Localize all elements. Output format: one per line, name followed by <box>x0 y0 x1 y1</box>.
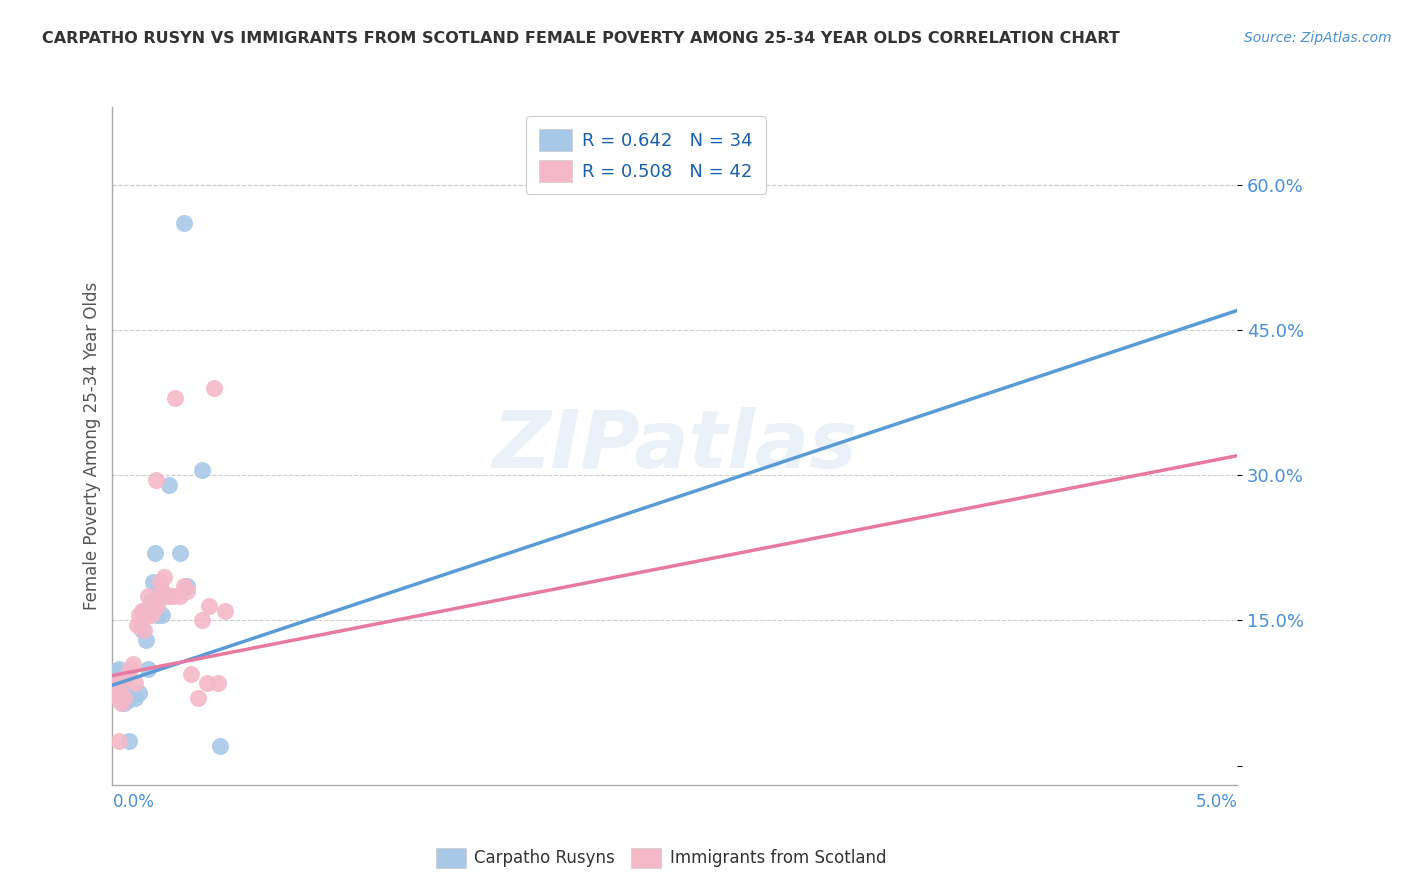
Point <box>149 584 172 599</box>
Point <box>105 673 128 688</box>
Point <box>105 679 128 693</box>
Point <box>132 623 155 637</box>
Point <box>198 599 221 613</box>
Point <box>105 676 128 690</box>
Point <box>107 679 129 693</box>
Point <box>209 739 232 754</box>
Point <box>180 666 202 681</box>
Point <box>118 734 141 748</box>
Text: CARPATHO RUSYN VS IMMIGRANTS FROM SCOTLAND FEMALE POVERTY AMONG 25-34 YEAR OLDS : CARPATHO RUSYN VS IMMIGRANTS FROM SCOTLA… <box>42 31 1121 46</box>
Point <box>187 690 209 705</box>
Point <box>143 545 166 559</box>
Point <box>103 666 125 681</box>
Point <box>157 477 180 491</box>
Point <box>115 686 138 700</box>
Point <box>139 608 162 623</box>
Point <box>157 589 180 603</box>
Point <box>108 734 131 748</box>
Legend: R = 0.642   N = 34, R = 0.508   N = 42: R = 0.642 N = 34, R = 0.508 N = 42 <box>526 116 766 194</box>
Point <box>176 584 198 599</box>
Point <box>110 686 132 700</box>
Point <box>104 681 127 695</box>
Text: ZIPatlas: ZIPatlas <box>492 407 858 485</box>
Point <box>124 676 146 690</box>
Point <box>135 608 157 623</box>
Y-axis label: Female Poverty Among 25-34 Year Olds: Female Poverty Among 25-34 Year Olds <box>83 282 101 610</box>
Point <box>110 696 132 710</box>
Point <box>146 599 169 613</box>
Point <box>146 608 169 623</box>
Point <box>214 604 236 618</box>
Point <box>128 608 150 623</box>
Point <box>110 686 132 700</box>
Point <box>139 594 162 608</box>
Point <box>191 613 214 627</box>
Point <box>117 666 139 681</box>
Point <box>165 391 187 405</box>
Point <box>176 579 198 593</box>
Point <box>150 608 173 623</box>
Point <box>127 618 149 632</box>
Point <box>143 594 166 608</box>
Point <box>135 632 157 647</box>
Point <box>173 216 195 230</box>
Point <box>120 662 142 676</box>
Point <box>142 574 165 589</box>
Legend: Carpatho Rusyns, Immigrants from Scotland: Carpatho Rusyns, Immigrants from Scotlan… <box>429 841 893 875</box>
Point <box>111 692 134 706</box>
Point <box>108 662 131 676</box>
Point <box>150 584 173 599</box>
Point <box>191 463 214 477</box>
Point <box>138 589 160 603</box>
Point <box>153 570 176 584</box>
Point <box>169 545 191 559</box>
Point <box>104 664 127 678</box>
Point <box>132 604 155 618</box>
Point <box>173 579 195 593</box>
Point <box>112 696 135 710</box>
Point <box>142 604 165 618</box>
Text: 0.0%: 0.0% <box>112 793 155 811</box>
Point <box>195 676 218 690</box>
Point <box>117 692 139 706</box>
Point <box>131 604 153 618</box>
Point <box>131 623 153 637</box>
Point <box>104 672 127 686</box>
Point <box>110 689 132 703</box>
Point <box>202 381 225 395</box>
Point <box>107 690 129 705</box>
Point <box>207 676 229 690</box>
Point <box>114 690 136 705</box>
Point <box>145 473 167 487</box>
Point <box>103 676 125 690</box>
Point <box>169 589 191 603</box>
Point <box>112 690 135 705</box>
Point <box>124 690 146 705</box>
Point <box>138 662 160 676</box>
Point <box>128 686 150 700</box>
Point <box>149 574 172 589</box>
Point <box>104 683 127 698</box>
Text: 5.0%: 5.0% <box>1195 793 1237 811</box>
Text: Source: ZipAtlas.com: Source: ZipAtlas.com <box>1244 31 1392 45</box>
Point <box>121 657 143 671</box>
Point <box>115 672 138 686</box>
Point <box>153 589 176 603</box>
Point <box>162 589 184 603</box>
